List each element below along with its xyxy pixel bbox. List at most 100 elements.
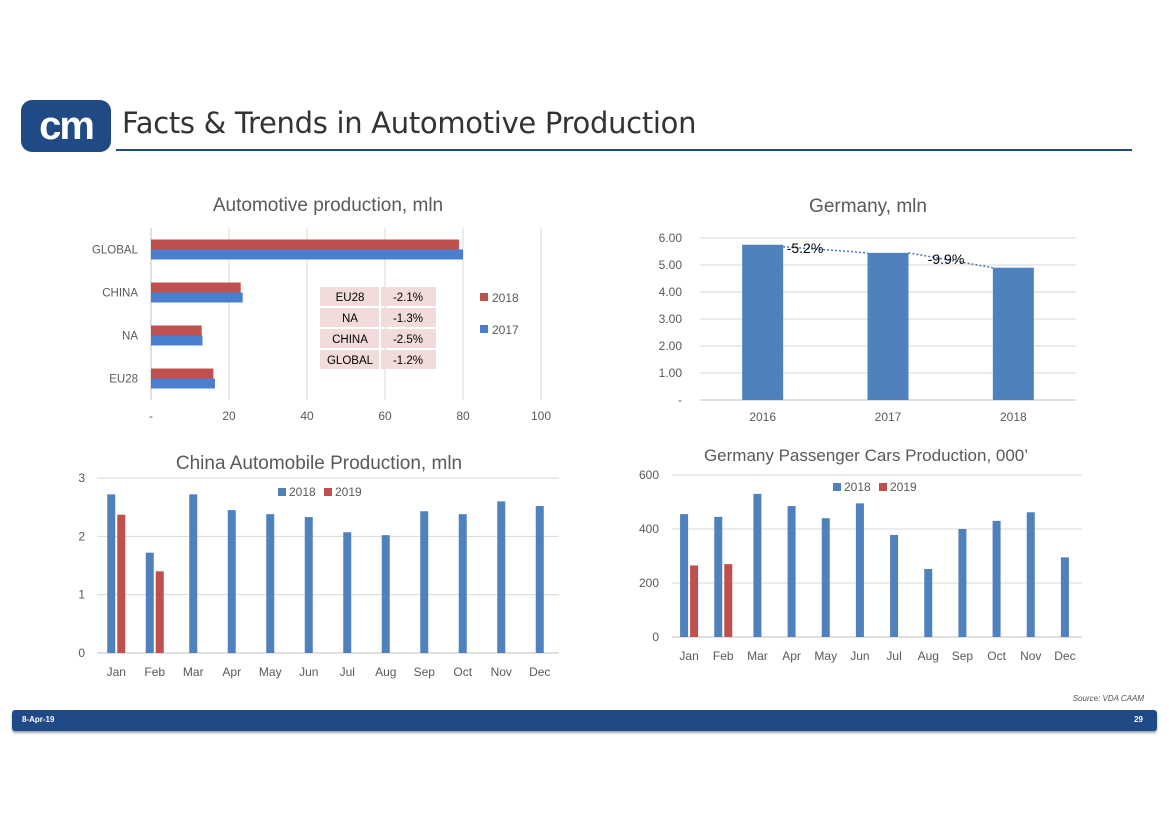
legend-swatch-2019 — [324, 488, 332, 496]
y-tick-label: 1.00 — [659, 366, 683, 380]
x-tick-label: 40 — [300, 409, 314, 423]
table-cell-bg — [381, 287, 436, 306]
x-tick-label: Aug — [375, 665, 396, 679]
x-tick-label: Sep — [952, 649, 974, 663]
chart-title: Germany, mln — [809, 196, 927, 217]
page-number: 29 — [1134, 715, 1143, 724]
bar-2018 — [304, 517, 313, 653]
table-change: -1.3% — [393, 313, 423, 325]
y-tick-label: 3 — [78, 471, 85, 485]
x-tick-label: Nov — [1020, 649, 1041, 663]
bar — [867, 252, 909, 400]
table-cell-bg — [320, 329, 379, 348]
bar-2018 — [189, 494, 198, 653]
footer-bar: 8-Apr-19 29 — [12, 710, 1157, 731]
x-tick-label: Oct — [453, 665, 472, 679]
bar-2018 — [458, 514, 467, 653]
y-tick-label: 400 — [639, 522, 659, 536]
y-tick-label: GLOBAL — [92, 245, 139, 257]
cm-logo: cm — [21, 100, 111, 152]
legend-label-2017: 2017 — [492, 323, 519, 337]
x-tick-label: Dec — [529, 665, 550, 679]
bar-2018 — [497, 501, 506, 653]
source-note: Source: VDA CAAM — [1072, 694, 1144, 703]
x-tick-label: Jun — [299, 665, 318, 679]
bar-2018 — [151, 368, 214, 379]
chart-title: China Automobile Production, mln — [176, 453, 462, 474]
y-tick-label: - — [678, 393, 682, 407]
legend-swatch-2018 — [833, 483, 841, 491]
legend-swatch-2017 — [480, 325, 488, 333]
change-annotation: -5.2% — [787, 240, 824, 256]
y-tick-label: 6.00 — [659, 231, 683, 245]
x-tick-label: Jan — [107, 665, 126, 679]
x-tick-label: Jul — [886, 649, 901, 663]
y-tick-label: 600 — [639, 468, 659, 482]
bar-2018 — [890, 534, 899, 637]
x-tick-label: Feb — [144, 665, 165, 679]
x-tick-label: 2017 — [875, 410, 902, 424]
bar-2018 — [107, 494, 116, 653]
y-tick-label: 0 — [78, 646, 85, 660]
x-tick-label: Nov — [491, 665, 512, 679]
legend-label-2018: 2018 — [289, 485, 316, 499]
x-tick-label: 2018 — [1000, 410, 1027, 424]
y-tick-label: 0 — [652, 630, 659, 644]
bar-2018 — [227, 510, 236, 653]
bar-2018 — [714, 516, 723, 637]
bar-2018 — [151, 325, 202, 336]
x-tick-label: Dec — [1054, 649, 1075, 663]
bar-2019 — [117, 514, 126, 653]
bar-2019 — [724, 564, 733, 637]
legend-label-2019: 2019 — [335, 485, 362, 499]
legend-label-2019: 2019 — [890, 480, 917, 494]
bar-2018 — [992, 520, 1001, 637]
chart-title: Germany Passenger Cars Production, 000’ — [704, 446, 1028, 465]
x-tick-label: Jun — [850, 649, 869, 663]
x-tick-label: Apr — [222, 665, 241, 679]
bar-2018 — [151, 282, 241, 293]
table-region: EU28 — [336, 292, 365, 304]
change-annotation: -9.9% — [928, 251, 965, 267]
chart-title: Automotive production, mln — [213, 195, 443, 216]
table-cell-bg — [381, 308, 436, 327]
x-tick-label: May — [259, 665, 282, 679]
bar-2018 — [1026, 512, 1035, 637]
legend-swatch-2018 — [480, 293, 488, 301]
bar — [742, 244, 784, 400]
y-tick-label: NA — [122, 331, 138, 343]
table-cell-bg — [320, 308, 379, 327]
legend-swatch-2018 — [278, 488, 286, 496]
bar-2018 — [151, 239, 460, 250]
bar-2018 — [420, 511, 429, 653]
table-region: GLOBAL — [327, 355, 374, 367]
bar-2019 — [690, 565, 699, 637]
bar-2018 — [753, 493, 762, 637]
y-tick-label: 4.00 — [659, 285, 683, 299]
page-title: Facts & Trends in Automotive Production — [122, 106, 697, 140]
x-tick-label: 20 — [222, 409, 236, 423]
bar-2018 — [680, 514, 689, 637]
bar-2017 — [151, 378, 215, 389]
bar-2018 — [787, 506, 796, 637]
bar-2018 — [145, 552, 154, 653]
table-cell-bg — [320, 350, 379, 369]
legend-label-2018: 2018 — [492, 291, 519, 305]
table-cell-bg — [320, 287, 379, 306]
bar-2018 — [266, 514, 275, 653]
table-cell-bg — [381, 329, 436, 348]
x-tick-label: - — [149, 409, 153, 423]
x-tick-label: Oct — [987, 649, 1006, 663]
bar-2018 — [958, 529, 967, 637]
footer-date: 8-Apr-19 — [22, 715, 55, 724]
bar-2017 — [151, 292, 243, 303]
bar-2019 — [155, 571, 164, 653]
x-tick-label: Mar — [747, 649, 768, 663]
x-tick-label: 2016 — [749, 410, 776, 424]
y-tick-label: 2 — [78, 529, 85, 543]
y-tick-label: 3.00 — [659, 312, 683, 326]
bar-2018 — [1060, 557, 1069, 637]
x-tick-label: 80 — [456, 409, 470, 423]
x-tick-label: Apr — [782, 649, 801, 663]
